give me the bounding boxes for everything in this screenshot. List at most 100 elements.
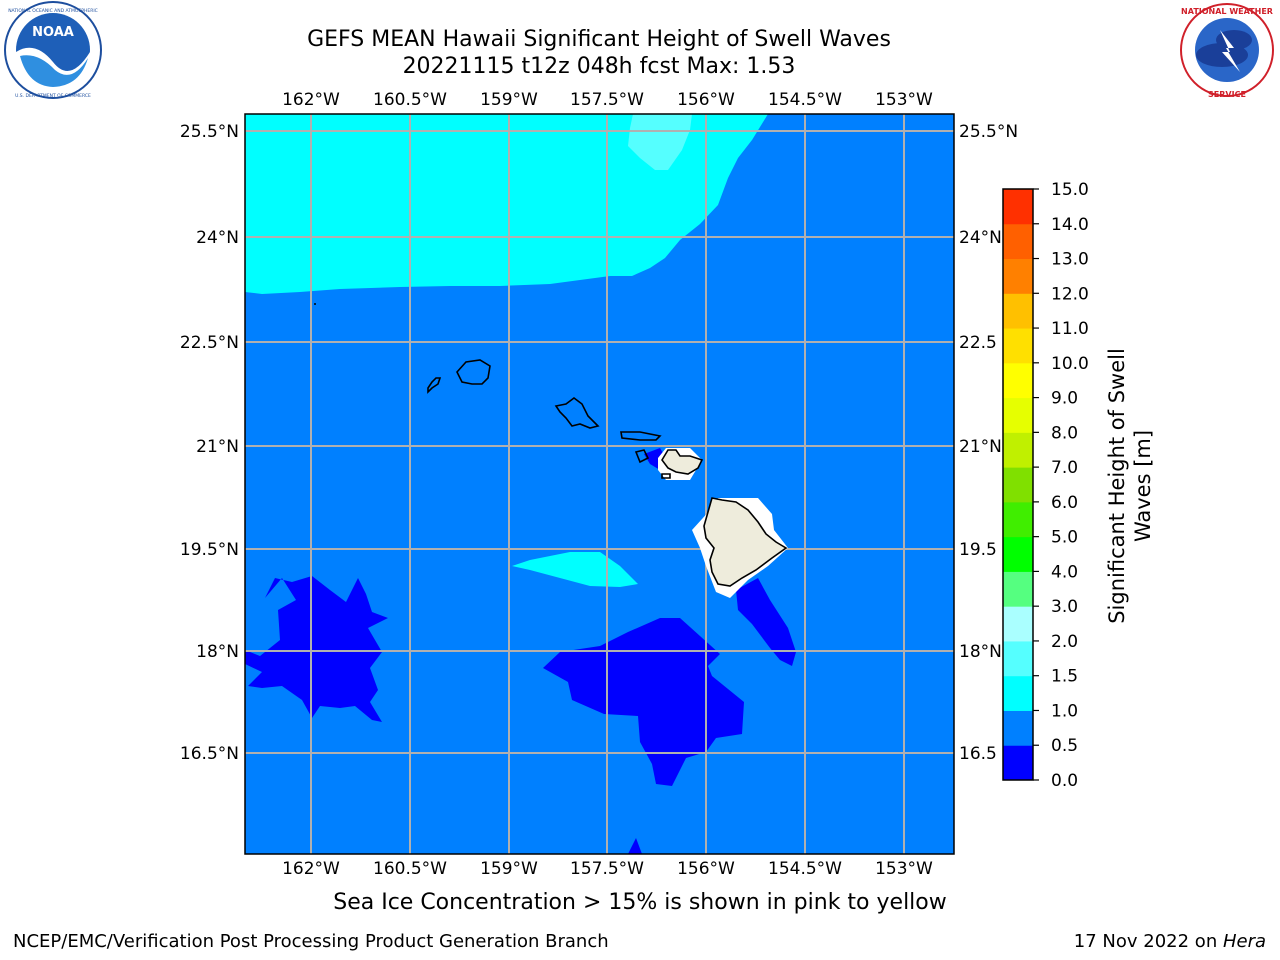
colorbar-swatch xyxy=(1003,223,1033,260)
lat-label: 24°N xyxy=(196,228,239,248)
svg-text:NOAA: NOAA xyxy=(32,25,74,40)
colorbar-label-line1: Significant Height of Swell xyxy=(1105,348,1129,624)
colorbar-tick-label: 0.5 xyxy=(1051,736,1078,756)
colorbar-swatch xyxy=(1003,640,1033,677)
island-lanai xyxy=(634,449,650,464)
colorbar-swatch xyxy=(1003,675,1033,711)
lat-label: 25.5°N xyxy=(180,122,239,142)
nws-logo: NATIONAL WEATHER SERVICE xyxy=(1180,3,1274,99)
sea-ice-note: Sea Ice Concentration > 15% is shown in … xyxy=(0,890,1280,915)
island-oahu xyxy=(554,397,600,429)
colorbar-tick-label: 11.0 xyxy=(1051,319,1089,339)
island-niihau xyxy=(427,377,442,394)
chart-title: GEFS MEAN Hawaii Significant Height of S… xyxy=(307,27,891,52)
lat-label: 16.5°N xyxy=(180,744,239,764)
chart-subtitle: 20221115 t12z 048h fcst Max: 1.53 xyxy=(402,54,796,79)
colorbar-swatch xyxy=(1003,606,1033,642)
lon-label: 156°W xyxy=(677,859,735,879)
colorbar-tick-label: 7.0 xyxy=(1051,458,1078,478)
colorbar-frame xyxy=(1002,188,1034,781)
lon-label: 156°W xyxy=(677,90,735,110)
lon-labels-bottom: 162°W 160.5°W 159°W 157.5°W 156°W 154.5°… xyxy=(282,859,933,879)
colorbar-swatch xyxy=(1003,745,1033,781)
colorbar-tick-label: 1.5 xyxy=(1051,667,1078,687)
footer-credit: NCEP/EMC/Verification Post Processing Pr… xyxy=(13,931,609,952)
lat-label: 18°N xyxy=(959,642,1002,662)
colorbar-tick-label: 0.0 xyxy=(1051,771,1078,791)
colorbar-swatch xyxy=(1003,467,1033,503)
lon-label: 153°W xyxy=(875,859,933,879)
island-maui xyxy=(661,449,704,475)
lat-label: 19.5°N xyxy=(180,540,239,560)
lat-label: 19.5 xyxy=(959,540,997,560)
lon-label: 160.5°W xyxy=(373,859,447,879)
island-kahoolawe xyxy=(661,473,671,479)
colorbar-swatch xyxy=(1003,189,1033,225)
colorbar-swatch xyxy=(1003,328,1033,364)
colorbar-ticks: 15.0 14.0 13.0 12.0 11.0 10.0 9.0 8.0 7.0 6.0 5.0 4… xyxy=(1033,180,1089,791)
colorbar-swatch xyxy=(1003,293,1033,329)
colorbar-swatch xyxy=(1003,362,1033,399)
lon-label: 159°W xyxy=(480,859,538,879)
colorbar-swatch xyxy=(1003,501,1033,538)
colorbar-tick-label: 1.0 xyxy=(1051,701,1078,721)
map-gridlines xyxy=(245,114,954,854)
swell-contour-0-0p5-west xyxy=(245,576,388,722)
colorbar-tick-label: 14.0 xyxy=(1051,215,1089,235)
footer-host: Hera xyxy=(1222,931,1266,952)
swell-contour-0-0p5-south xyxy=(543,618,744,786)
colorbar-tick-label: 6.0 xyxy=(1051,493,1078,513)
lat-label: 24°N xyxy=(959,228,1002,248)
sea-ice-note-text: Sea Ice Concentration > 15% is shown in … xyxy=(333,890,947,915)
colorbar-swatch xyxy=(1003,571,1033,607)
colorbar-label-line2: Waves [m] xyxy=(1131,430,1155,542)
swell-height-map xyxy=(245,114,954,854)
swell-contour-0-0p5-lee xyxy=(644,448,796,666)
lat-label: 25.5°N xyxy=(959,122,1018,142)
footer-date-text: 17 Nov 2022 on xyxy=(1073,931,1223,952)
island-kauai xyxy=(456,359,491,385)
lat-label: 21°N xyxy=(959,437,1002,457)
swell-contour-0-0p5-bottom xyxy=(628,838,642,854)
colorbar-swatch xyxy=(1003,536,1033,572)
colorbar-swatch xyxy=(1003,432,1033,468)
colorbar-tick-label: 2.0 xyxy=(1051,632,1078,652)
svg-text:NATIONAL WEATHER: NATIONAL WEATHER xyxy=(1181,7,1273,16)
lon-label: 153°W xyxy=(875,90,933,110)
lon-label: 162°W xyxy=(282,859,340,879)
lon-label: 162°W xyxy=(282,90,340,110)
lon-label: 154.5°W xyxy=(768,90,842,110)
noaa-logo: NOAA NATIONAL OCEANIC AND ATMOSPHERIC U.… xyxy=(4,1,102,99)
footer-date: 17 Nov 2022 on Hera xyxy=(1074,931,1266,952)
colorbar-swatch xyxy=(1003,397,1033,433)
colorbar-tick-label: 8.0 xyxy=(1051,423,1078,443)
colorbar-tick-label: 9.0 xyxy=(1051,389,1078,409)
lat-label: 21°N xyxy=(196,437,239,457)
hawaiian-islands xyxy=(427,359,788,587)
colorbar-tick-label: 15.0 xyxy=(1051,180,1089,200)
lat-labels-left: 25.5°N 24°N 22.5°N 21°N 19.5°N 18°N 16.5… xyxy=(180,122,239,764)
swell-contour-1p5-2 xyxy=(628,114,692,170)
island-molokai xyxy=(620,431,662,441)
island-hawaii xyxy=(703,497,788,587)
lon-label: 160.5°W xyxy=(373,90,447,110)
lon-label: 157.5°W xyxy=(570,859,644,879)
lat-label: 22.5 xyxy=(959,333,997,353)
lon-label: 154.5°W xyxy=(768,859,842,879)
lat-label: 16.5 xyxy=(959,744,997,764)
lat-label: 18°N xyxy=(196,642,239,662)
map-frame xyxy=(244,113,955,855)
swell-contour-1-1p5-north xyxy=(245,114,768,294)
lat-labels-right: 25.5°N 24°N 22.5 21°N 19.5 18°N 16.5 xyxy=(959,122,1018,764)
colorbar-tick-label: 4.0 xyxy=(1051,562,1078,582)
lon-labels-top: 162°W 160.5°W 159°W 157.5°W 156°W 154.5°… xyxy=(282,90,933,110)
colorbar-tick-label: 5.0 xyxy=(1051,528,1078,548)
colorbar-swatch xyxy=(1003,710,1033,746)
svg-text:U.S. DEPARTMENT OF COMMERCE: U.S. DEPARTMENT OF COMMERCE xyxy=(15,93,91,99)
lon-label: 157.5°W xyxy=(570,90,644,110)
lon-label: 159°W xyxy=(480,90,538,110)
colorbar-swatch xyxy=(1003,258,1033,294)
svg-text:NATIONAL OCEANIC AND ATMOSPHER: NATIONAL OCEANIC AND ATMOSPHERIC xyxy=(8,8,98,14)
colorbar-tick-label: 3.0 xyxy=(1051,597,1078,617)
